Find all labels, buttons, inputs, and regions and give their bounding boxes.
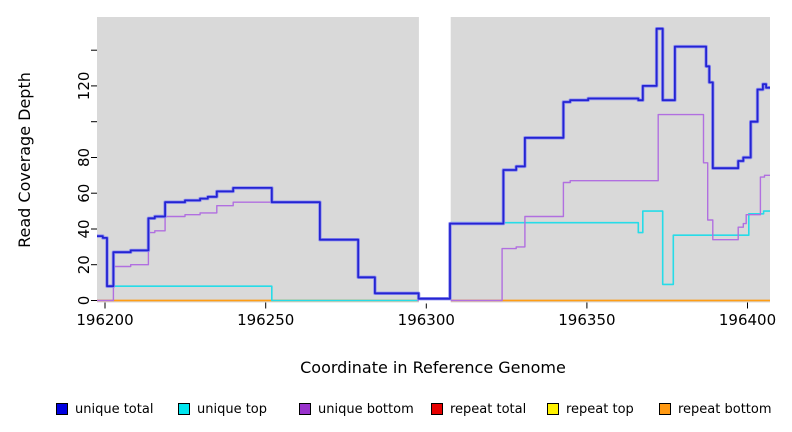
legend-swatch-repeat-total: [431, 403, 443, 415]
legend-item-repeat-total: repeat total: [431, 399, 526, 419]
legend-swatch-repeat-bottom: [659, 403, 671, 415]
x-tick-label: 196400: [719, 311, 776, 329]
legend-item-repeat-bottom: repeat bottom: [659, 399, 772, 419]
series-unique-bottom-line: [97, 113, 770, 302]
x-tick-label: 196250: [237, 311, 294, 329]
legend-swatch-repeat-top: [547, 403, 559, 415]
legend-label: repeat top: [566, 401, 634, 417]
legend: unique total unique top unique bottom re…: [0, 399, 792, 421]
legend-swatch-unique-top: [178, 403, 190, 415]
x-tick-label: 196200: [76, 311, 133, 329]
y-tick-label: 20: [75, 255, 93, 274]
legend-label: unique bottom: [318, 401, 414, 417]
y-tick-label: 80: [75, 148, 93, 167]
x-tick-label: 196300: [398, 311, 455, 329]
series-unique-total-line: [97, 27, 770, 300]
legend-swatch-unique-bottom: [299, 403, 311, 415]
y-tick-label: 120: [75, 72, 93, 101]
legend-label: repeat total: [450, 401, 527, 417]
legend-swatch-unique-total: [56, 403, 68, 415]
legend-item-unique-total: unique total: [56, 399, 153, 419]
legend-item-unique-top: unique top: [178, 399, 267, 419]
legend-label: unique total: [75, 401, 154, 417]
legend-item-unique-bottom: unique bottom: [299, 399, 414, 419]
x-tick-label: 196350: [558, 311, 615, 329]
y-tick-label: 40: [75, 219, 93, 238]
x-axis-title: Coordinate in Reference Genome: [300, 358, 566, 377]
legend-item-repeat-top: repeat top: [547, 399, 634, 419]
legend-label: repeat bottom: [678, 401, 772, 417]
y-tick-label: 60: [75, 184, 93, 203]
y-tick-label: 0: [75, 296, 93, 306]
legend-label: unique top: [197, 401, 268, 417]
coverage-gap: [418, 15, 451, 304]
y-axis-title: Read Coverage Depth: [15, 72, 34, 248]
